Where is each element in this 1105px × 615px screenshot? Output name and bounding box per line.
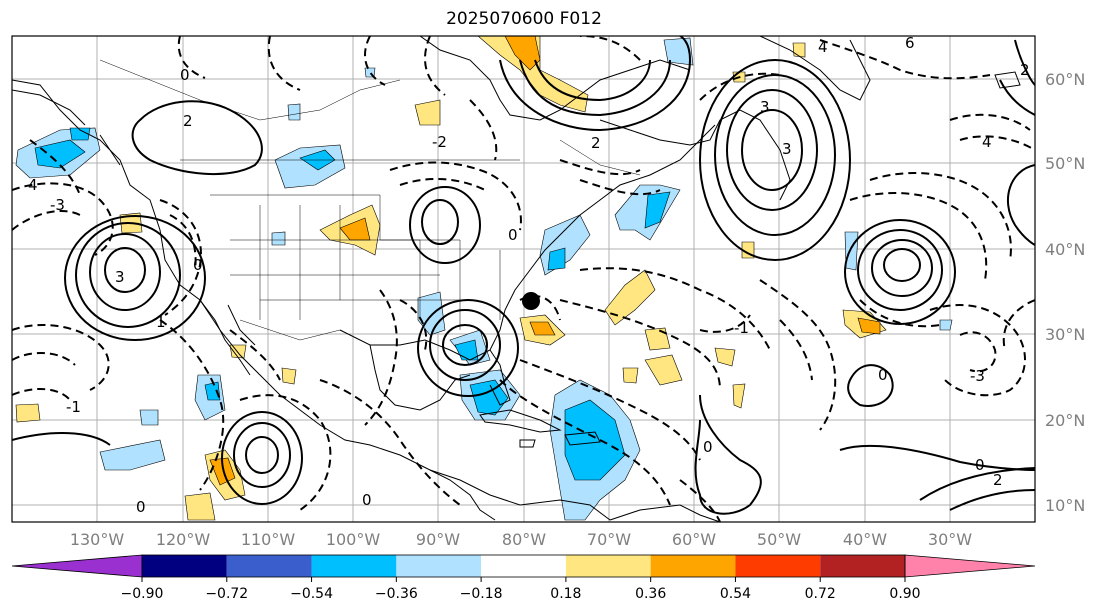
lon-label: 70°W bbox=[587, 530, 631, 549]
colorbar-tick-label: 0.36 bbox=[635, 586, 666, 602]
contour-label: 6 bbox=[905, 34, 915, 52]
contour-label: -3 bbox=[970, 367, 985, 385]
lon-label: 110°W bbox=[241, 530, 296, 549]
contour-label: 2 bbox=[1020, 61, 1030, 79]
contour-label: 0 bbox=[362, 491, 372, 509]
lat-label: 40°N bbox=[1045, 240, 1085, 259]
colorbar-tick-label: 0.72 bbox=[805, 586, 836, 602]
colorbar-tick-label: −0.54 bbox=[290, 586, 333, 602]
colorbar-segment bbox=[142, 555, 227, 577]
colorbar-segment bbox=[481, 555, 566, 577]
lon-label: 130°W bbox=[70, 530, 125, 549]
lat-label: 30°N bbox=[1045, 325, 1085, 344]
longitude-labels: 130°W 120°W 110°W 100°W 90°W 80°W 70°W 6… bbox=[70, 530, 972, 549]
colorbar-extend-low bbox=[11, 554, 143, 578]
lat-label: 50°N bbox=[1045, 154, 1085, 173]
map-title: 2025070600 F012 bbox=[446, 9, 602, 29]
contour-label: 2 bbox=[993, 471, 1003, 489]
contour-label: -2 bbox=[432, 133, 447, 151]
contour-label: -1 bbox=[734, 319, 749, 337]
contour-labels: 0 2 3 -2 3 4 6 4 -3 4 -3 -1 0 1 0 0 0 0 … bbox=[28, 34, 1030, 516]
colorbar-segment bbox=[735, 555, 821, 577]
contour-label: 0 bbox=[508, 226, 518, 244]
location-marker bbox=[522, 292, 540, 310]
colorbar-segment bbox=[396, 555, 482, 577]
contour-label: 0 bbox=[878, 366, 888, 384]
latitude-labels: 60°N 50°N 40°N 30°N 20°N 10°N bbox=[1045, 70, 1085, 515]
contour-label: -1 bbox=[66, 398, 81, 416]
lat-label: 60°N bbox=[1045, 70, 1085, 89]
colorbar-segment bbox=[311, 555, 397, 577]
colorbar: −0.90 −0.72 −0.54 −0.36 −0.18 0.18 0.36 0.54 0.7… bbox=[11, 554, 1036, 602]
colorbar-tick-label: 0.18 bbox=[550, 586, 581, 602]
contour-label: 4 bbox=[818, 38, 828, 56]
contour-label: 4 bbox=[28, 176, 38, 194]
contour-label: 0 bbox=[193, 256, 203, 274]
lon-label: 120°W bbox=[156, 530, 211, 549]
contour-label: 3 bbox=[782, 140, 792, 158]
colorbar-tick-label: −0.36 bbox=[375, 586, 418, 602]
lon-label: 60°W bbox=[672, 530, 716, 549]
lon-label: 40°W bbox=[843, 530, 887, 549]
dashed-contours bbox=[12, 36, 1035, 522]
colorbar-segment bbox=[650, 555, 736, 577]
map-frame bbox=[11, 35, 1036, 523]
colorbar-border bbox=[141, 554, 906, 578]
contour-label: -3 bbox=[50, 196, 65, 214]
colorbar-tick-label: 0.90 bbox=[889, 586, 920, 602]
contour-label: 0 bbox=[703, 438, 713, 456]
colorbar-segment bbox=[565, 555, 651, 577]
contour-label: 0 bbox=[136, 498, 146, 516]
colorbar-tick-label: 0.54 bbox=[720, 586, 751, 602]
contour-label: 0 bbox=[975, 456, 985, 474]
colorbar-tick-label: −0.90 bbox=[121, 586, 164, 602]
colorbar-segment bbox=[820, 555, 905, 577]
contour-label: 1 bbox=[156, 313, 166, 331]
contour-label: 2 bbox=[183, 112, 193, 130]
lat-label: 10°N bbox=[1045, 496, 1085, 515]
lon-label: 90°W bbox=[416, 530, 460, 549]
colorbar-segment bbox=[226, 555, 312, 577]
solid-contours bbox=[12, 36, 1035, 515]
contour-label: 3 bbox=[760, 98, 770, 116]
lon-label: 100°W bbox=[326, 530, 381, 549]
colorbar-extend-high bbox=[904, 554, 1036, 578]
colorbar-tick-label: −0.72 bbox=[205, 586, 248, 602]
contour-label: 3 bbox=[115, 268, 125, 286]
lon-label: 50°W bbox=[757, 530, 801, 549]
colorbar-tick-label: −0.18 bbox=[460, 586, 503, 602]
lon-label: 80°W bbox=[502, 530, 546, 549]
political-borders bbox=[99, 59, 641, 341]
shading-positive bbox=[15, 36, 887, 521]
lon-label: 30°W bbox=[928, 530, 972, 549]
contour-label: 0 bbox=[180, 66, 190, 84]
contour-label: 2 bbox=[591, 134, 601, 152]
contour-label: 4 bbox=[982, 133, 992, 151]
lat-label: 20°N bbox=[1045, 411, 1085, 430]
